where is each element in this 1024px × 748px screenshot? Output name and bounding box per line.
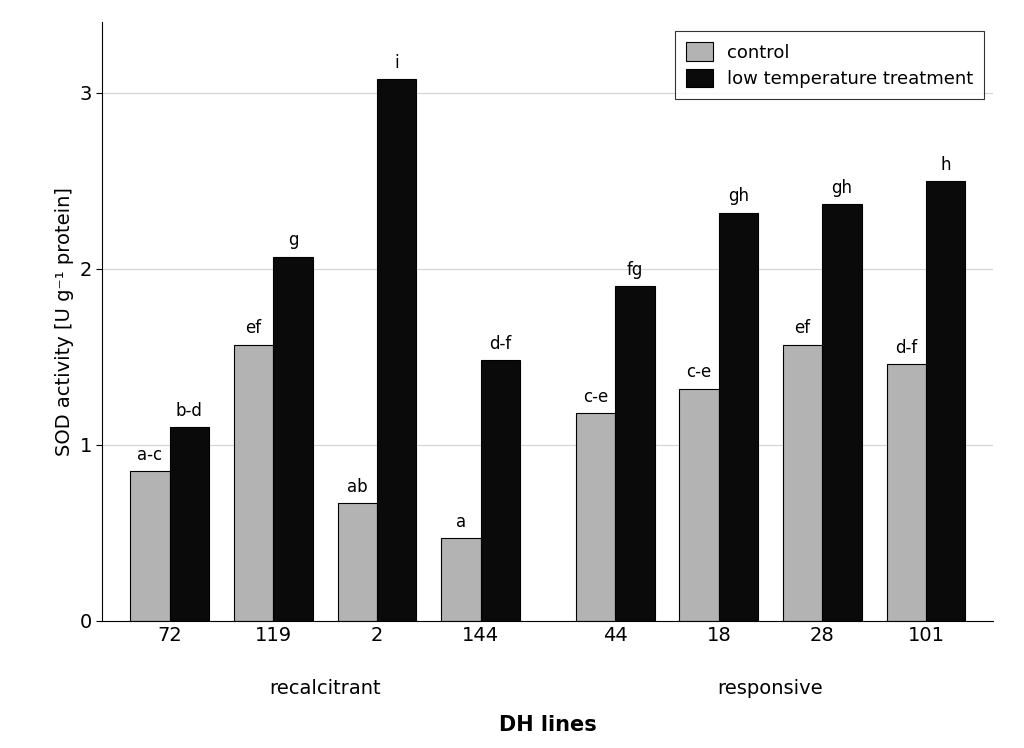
Text: d-f: d-f <box>489 335 511 353</box>
Bar <box>441 538 480 621</box>
Text: i: i <box>394 54 399 72</box>
Text: responsive: responsive <box>718 679 823 698</box>
Bar <box>273 257 312 621</box>
Bar <box>615 286 654 621</box>
Bar <box>170 427 209 621</box>
Text: b-d: b-d <box>176 402 203 420</box>
Bar <box>233 345 273 621</box>
Text: c-e: c-e <box>686 364 712 381</box>
Text: ef: ef <box>795 319 811 337</box>
Bar <box>679 388 719 621</box>
Text: gh: gh <box>831 179 853 197</box>
Text: recalcitrant: recalcitrant <box>269 679 381 698</box>
Text: DH lines: DH lines <box>499 715 597 735</box>
Bar <box>822 203 862 621</box>
Text: h: h <box>940 156 951 174</box>
Text: g: g <box>288 231 298 250</box>
Y-axis label: SOD activity [U g⁻¹ protein]: SOD activity [U g⁻¹ protein] <box>55 187 74 456</box>
Bar <box>480 361 520 621</box>
Bar <box>783 345 822 621</box>
Text: fg: fg <box>627 261 643 280</box>
Text: gh: gh <box>728 188 749 206</box>
Bar <box>377 79 417 621</box>
Text: a: a <box>456 513 466 531</box>
Legend: control, low temperature treatment: control, low temperature treatment <box>675 31 984 99</box>
Text: d-f: d-f <box>895 339 918 357</box>
Bar <box>719 212 758 621</box>
Bar <box>575 413 615 621</box>
Text: ab: ab <box>347 478 368 496</box>
Text: c-e: c-e <box>583 388 608 406</box>
Bar <box>338 503 377 621</box>
Bar <box>887 364 926 621</box>
Bar <box>926 181 966 621</box>
Bar <box>130 471 170 621</box>
Text: a-c: a-c <box>137 447 163 465</box>
Text: ef: ef <box>246 319 262 337</box>
